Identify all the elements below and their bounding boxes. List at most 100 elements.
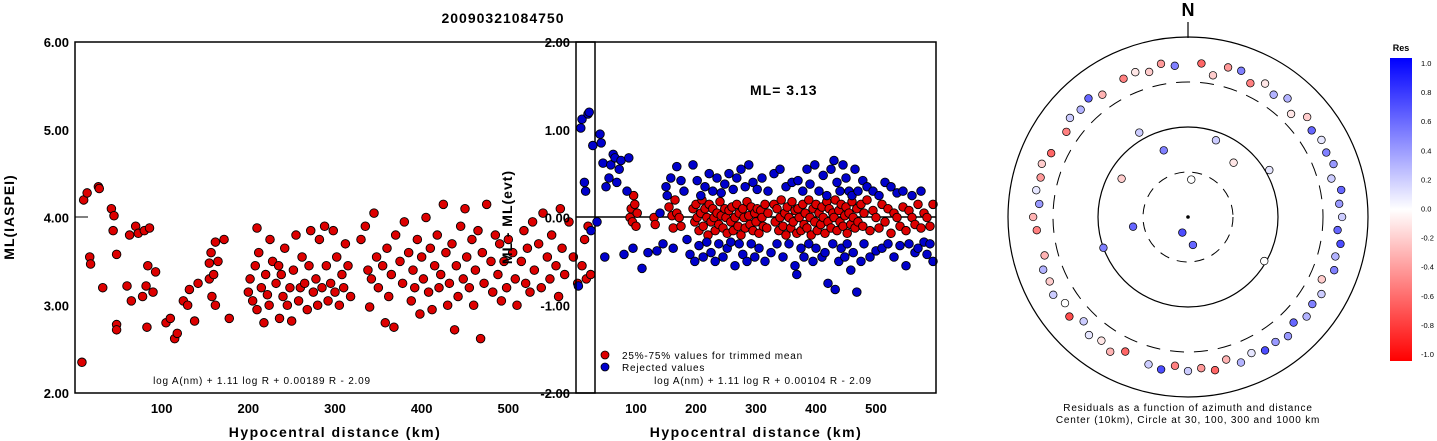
data-point: [682, 234, 692, 245]
data-point: [321, 261, 332, 271]
x-tick-label: 300: [745, 401, 767, 416]
data-point: [886, 182, 896, 192]
data-point: [596, 138, 606, 148]
data-point: [763, 186, 773, 196]
data-point: [204, 258, 215, 268]
x-tick-label: 500: [497, 401, 519, 416]
data-point: [308, 287, 319, 297]
data-point: [579, 177, 590, 188]
data-point: [494, 239, 505, 249]
data-point: [757, 173, 767, 183]
data-point: [460, 203, 470, 214]
station-point: [1333, 225, 1342, 235]
data-point: [732, 173, 742, 183]
data-point: [664, 202, 674, 212]
legend-label-rejected: Rejected values: [622, 363, 705, 374]
data-point: [415, 309, 425, 319]
data-point: [630, 199, 640, 210]
data-point: [441, 247, 451, 258]
station-point: [1047, 149, 1056, 158]
data-point: [516, 256, 527, 267]
data-point: [804, 239, 814, 249]
data-point: [366, 274, 377, 284]
data-point: [670, 195, 680, 205]
data-point: [210, 237, 221, 247]
data-point: [925, 239, 935, 249]
ring-30km: [1142, 171, 1234, 263]
station-point: [1197, 59, 1206, 68]
data-point: [778, 221, 788, 232]
data-point: [184, 284, 195, 295]
station-point: [1121, 347, 1130, 356]
data-point: [666, 173, 676, 183]
data-point: [787, 196, 797, 207]
data-point: [399, 217, 410, 227]
page-title: 20090321084750: [441, 10, 564, 26]
data-point: [172, 328, 183, 339]
data-point: [373, 282, 384, 293]
data-point: [892, 212, 902, 223]
data-point: [291, 230, 301, 240]
data-point: [265, 234, 275, 245]
data-point: [124, 230, 135, 240]
legend-label-trimmed: 25%-75% values for trimmed mean: [622, 351, 803, 362]
data-point: [276, 269, 287, 280]
legend: 25%-75% values for trimmed mean Rejected…: [600, 350, 803, 374]
x-axis-label: Hypocentral distance (km): [229, 424, 442, 440]
data-point: [698, 252, 708, 262]
data-point: [501, 282, 512, 293]
data-point: [109, 210, 119, 221]
station-point: [1119, 74, 1128, 83]
station-point: [1084, 94, 1093, 103]
station-point: [1032, 186, 1041, 195]
y-tick-label: 3.00: [44, 298, 69, 313]
data-point: [259, 318, 269, 328]
data-point: [377, 261, 388, 271]
station-point: [1029, 212, 1038, 222]
y-tick-label: 1.00: [545, 123, 570, 138]
data-point: [808, 256, 818, 267]
station-point: [1283, 332, 1293, 341]
data-point: [447, 239, 457, 249]
data-point: [555, 203, 566, 214]
data-point: [814, 186, 824, 196]
data-point: [736, 164, 746, 174]
data-point: [111, 325, 122, 335]
north-label: N: [1182, 0, 1195, 20]
station-point: [1156, 365, 1166, 374]
station-point: [1032, 226, 1041, 235]
data-point: [409, 282, 420, 293]
data-point: [698, 221, 708, 232]
colorbar-tick-label: 0.2: [1421, 175, 1431, 184]
data-point: [820, 228, 830, 239]
x-tick-label: 400: [805, 401, 827, 416]
ring-300km: [1052, 81, 1324, 353]
data-point: [97, 282, 108, 293]
ml-annotation: ML= 3.13: [750, 82, 818, 98]
data-point: [137, 291, 148, 302]
data-point: [444, 278, 455, 289]
data-point: [595, 129, 605, 139]
data-point: [496, 296, 507, 306]
data-point: [829, 155, 839, 166]
data-point: [403, 247, 414, 258]
data-point: [467, 234, 477, 245]
data-point: [588, 140, 598, 151]
x-tick-label: 100: [625, 401, 647, 416]
data-point: [490, 230, 501, 240]
data-point: [288, 265, 299, 275]
data-point: [371, 252, 382, 262]
data-point: [792, 269, 802, 280]
caption-line-1: Residuals as a function of azimuth and d…: [1063, 403, 1312, 414]
data-point: [546, 230, 557, 240]
data-point: [206, 247, 216, 258]
epicenter-dot: [1186, 215, 1190, 219]
station-point: [1035, 199, 1044, 209]
data-point: [655, 208, 665, 218]
station-point: [1178, 228, 1187, 237]
data-point: [363, 265, 373, 275]
station-point: [1040, 251, 1049, 260]
data-point: [628, 243, 638, 253]
data-point: [612, 177, 622, 188]
data-point: [772, 239, 782, 249]
